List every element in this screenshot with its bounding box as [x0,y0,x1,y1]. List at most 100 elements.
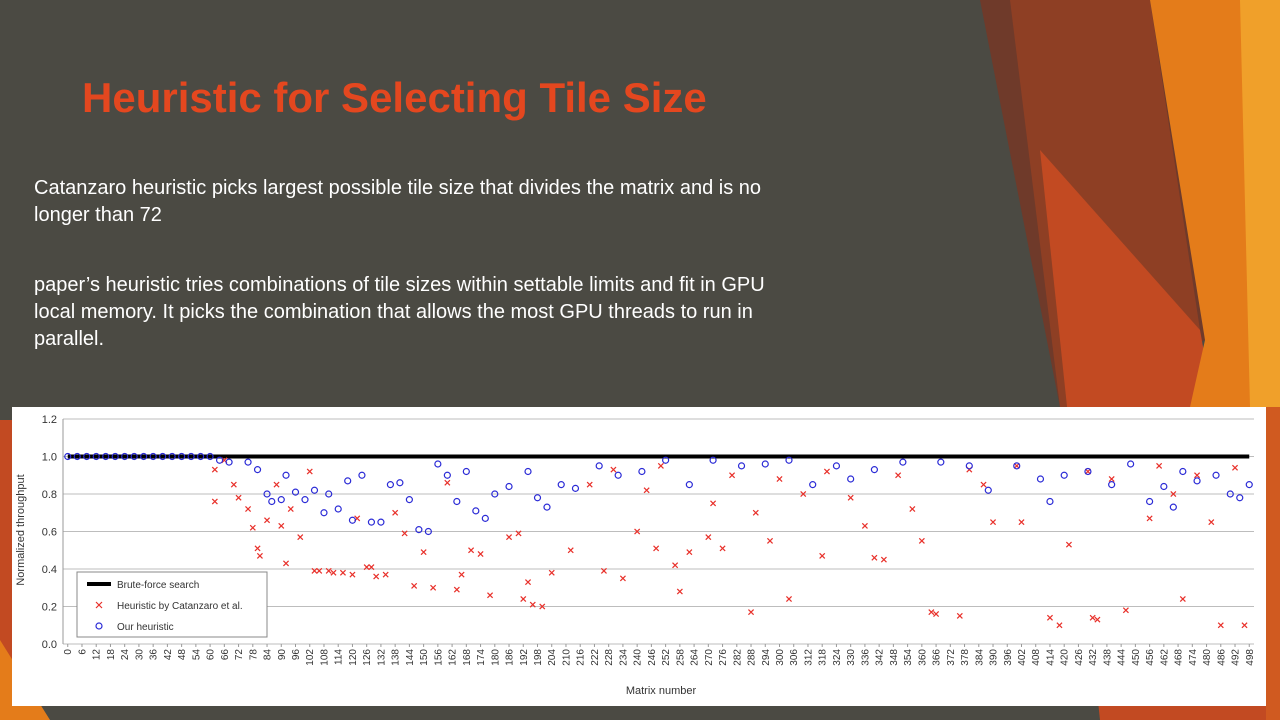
x-tick-label: 162 [448,649,459,666]
legend-label: Brute-force search [117,580,199,591]
point-x [249,524,256,531]
point-x [468,547,475,554]
x-tick-label: 480 [1202,649,1213,666]
point-x [287,505,294,513]
point-o [121,452,129,461]
point-x [1208,519,1215,526]
point-x [748,609,755,616]
point-x [895,472,902,479]
point-x [871,554,878,561]
x-tick-label: 378 [960,649,971,666]
x-tick-label: 210 [561,649,572,666]
x-tick-label: 144 [405,649,416,666]
point-o [524,467,532,476]
x-tick-label: 6 [77,649,88,655]
point-o [334,505,342,513]
legend-label: Heuristic by Catanzaro et al. [117,601,243,612]
legend-swatch [95,622,103,630]
point-o [965,462,973,470]
point-o [386,481,395,489]
point-x [686,549,693,556]
legend-swatch [95,601,103,609]
point-o [443,471,451,479]
point-x [776,475,783,483]
x-tick-label: 186 [505,649,516,666]
point-x [956,612,963,619]
point-x [245,505,252,513]
point-x [819,552,826,559]
x-tick-label: 330 [846,649,857,666]
point-o [462,467,470,476]
x-tick-label: 372 [946,649,957,666]
x-tick-label: 456 [1145,649,1156,666]
x-tick-label: 336 [860,649,871,666]
point-x [1013,462,1020,469]
point-x [1146,515,1153,522]
point-o [737,462,746,470]
x-tick-label: 132 [376,649,387,666]
point-o [1013,462,1021,470]
point-o [1245,481,1253,489]
point-x [264,517,271,524]
point-o [291,488,300,496]
x-tick-label: 60 [206,649,217,661]
point-o [809,481,817,489]
x-tick-label: 108 [319,649,330,666]
point-x [297,534,304,541]
y-tick-label: 0.6 [42,527,57,539]
x-tick-label: 282 [732,649,743,666]
x-tick-label: 396 [1003,649,1014,666]
x-tick-label: 12 [92,649,103,661]
x-tick-label: 174 [476,649,487,666]
point-o [984,486,992,494]
point-x [254,545,261,552]
x-tick-label: 234 [618,649,629,666]
point-o [320,509,328,517]
x-tick-label: 102 [305,649,316,666]
x-tick-label: 444 [1117,649,1128,666]
point-x [520,595,527,603]
point-o [344,477,352,485]
point-x [368,564,375,571]
point-o [159,452,167,461]
x-tick-label: 402 [1017,649,1028,666]
x-tick-label: 228 [604,649,615,666]
point-o [348,516,357,524]
x-tick-label: 348 [889,649,900,666]
x-tick-label: 312 [803,649,814,666]
point-o [1193,477,1201,485]
x-tick-label: 36 [149,649,160,661]
x-tick-label: 246 [647,649,658,666]
x-tick-label: 222 [590,649,601,666]
point-x [1122,607,1129,614]
point-o [1060,471,1068,479]
point-x [800,490,807,498]
point-o [481,514,489,522]
point-x [610,466,617,473]
point-o [73,452,81,461]
point-x [392,509,399,516]
point-o [505,482,513,491]
point-x [1065,541,1072,548]
point-x [282,560,290,567]
point-x [653,545,660,552]
point-o [1179,467,1187,476]
point-x [847,494,854,501]
x-tick-label: 468 [1174,649,1185,666]
x-tick-label: 264 [690,649,701,666]
point-o [1108,481,1116,489]
point-x [1156,462,1163,469]
point-x [316,567,323,574]
point-o [472,507,480,515]
point-o [785,456,793,464]
y-tick-label: 0.0 [42,639,57,651]
point-x [373,573,380,580]
x-tick-label: 198 [533,649,544,666]
paragraph: Catanzaro heuristic picks largest possib… [34,177,762,226]
x-tick-label: 150 [419,649,430,666]
point-x [861,522,868,529]
x-tick-label: 216 [576,649,587,666]
y-axis-label: Normalized throughput [15,474,27,585]
point-x [928,609,935,616]
point-x [401,530,408,537]
